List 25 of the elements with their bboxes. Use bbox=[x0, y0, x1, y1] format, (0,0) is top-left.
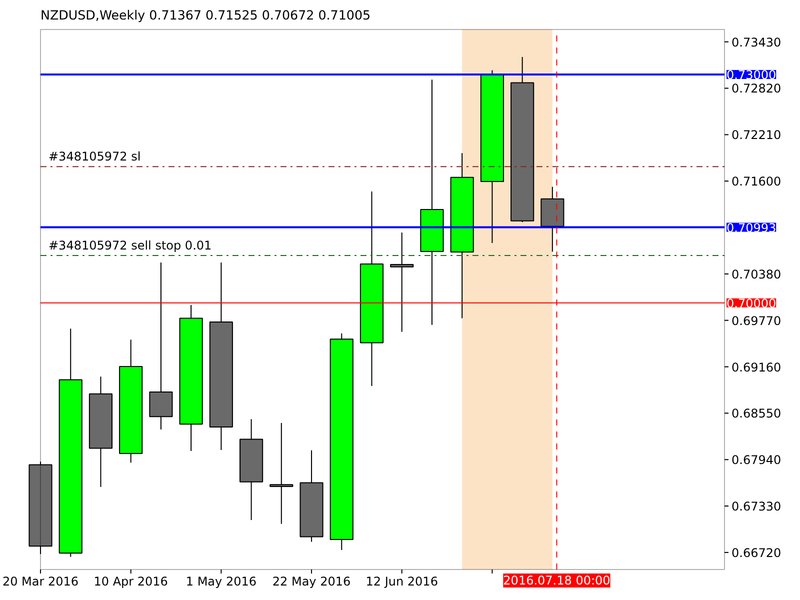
x-tick-label: 1 May 2016 bbox=[186, 574, 256, 588]
ref-line-label: #348105972 sl bbox=[48, 150, 141, 164]
x-tick-label: 10 Apr 2016 bbox=[94, 574, 168, 588]
y-tick-label: 0.71600 bbox=[732, 174, 782, 189]
ref-line-label: 0.73000 bbox=[726, 68, 776, 82]
x-tick-label: 20 Mar 2016 bbox=[2, 574, 79, 588]
y-tick-label: 0.69770 bbox=[732, 314, 782, 328]
x-tick-label: 12 Jun 2016 bbox=[366, 574, 438, 588]
y-tick-label: 0.67940 bbox=[732, 453, 782, 468]
candlestick bbox=[390, 232, 414, 332]
y-tick-label: 0.72820 bbox=[732, 82, 782, 96]
ref-line-label: #348105972 sell stop 0.01 bbox=[48, 238, 212, 253]
chart-title: NZDUSD,Weekly 0.71367 0.71525 0.70672 0.71005 bbox=[40, 8, 371, 22]
ref-line-label: 0.70000 bbox=[726, 296, 776, 310]
ref-line-label: 0.70993 bbox=[726, 220, 776, 235]
y-tick-label: 0.73430 bbox=[732, 35, 782, 50]
y-tick-label: 0.66720 bbox=[732, 546, 782, 560]
x-tick-label: 22 May 2016 bbox=[272, 574, 351, 588]
y-tick-label: 0.70380 bbox=[732, 267, 782, 282]
y-tick-label: 0.68550 bbox=[732, 406, 782, 421]
candlestick bbox=[270, 422, 294, 524]
y-tick-label: 0.72210 bbox=[732, 128, 782, 142]
ref-line-label: 2016.07.18 00:00 bbox=[503, 574, 610, 588]
y-tick-label: 0.67330 bbox=[732, 500, 782, 514]
y-tick-label: 0.69160 bbox=[732, 360, 782, 374]
